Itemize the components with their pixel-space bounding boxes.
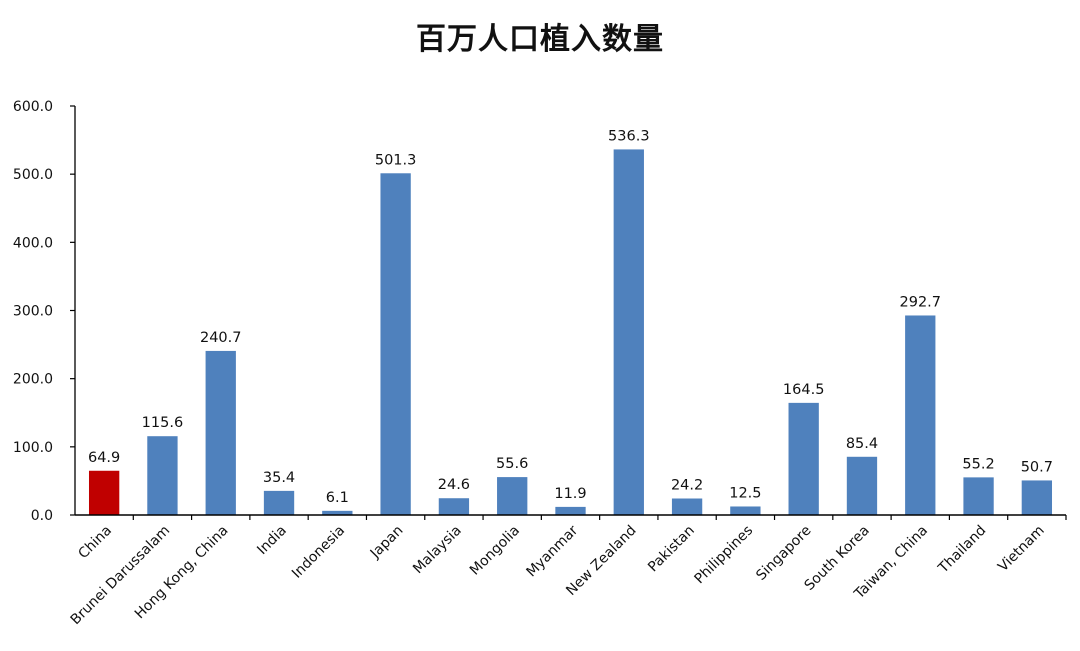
bar-value-label: 55.6 xyxy=(496,456,528,472)
bar-taiwan-china xyxy=(905,315,936,515)
x-tick-label: Myanmar xyxy=(523,522,581,580)
bar-value-label: 64.9 xyxy=(88,450,120,466)
bar-value-label: 115.6 xyxy=(142,415,184,431)
value-labels: 64.9 115.6 240.7 35.4 6.1 501.3 24.6 55.6 11.9 53… xyxy=(88,128,1053,505)
y-tick-label: 0.0 xyxy=(31,508,53,524)
bar-myanmar xyxy=(555,506,586,515)
x-tick-label: India xyxy=(254,523,290,559)
bar-japan xyxy=(380,173,411,515)
bar-value-label: 12.5 xyxy=(729,485,761,501)
bar-new-zealand xyxy=(613,149,644,515)
bar-indonesia xyxy=(322,510,353,515)
bar-hong-kong-china xyxy=(205,350,236,515)
x-tick-label: Philippines xyxy=(692,523,757,588)
bar-pakistan xyxy=(671,498,703,515)
bar-value-label: 292.7 xyxy=(900,294,942,310)
bar-value-label: 11.9 xyxy=(554,486,586,502)
bar-china xyxy=(88,470,120,515)
bar-value-label: 55.2 xyxy=(962,456,994,472)
x-tick-label: Indonesia xyxy=(289,523,348,582)
bar-value-label: 536.3 xyxy=(608,128,650,144)
chart-title: 百万人口植入数量 xyxy=(416,22,664,57)
bar-value-label: 240.7 xyxy=(200,330,242,346)
x-tick-label: Vietnam xyxy=(995,523,1048,576)
bar-value-label: 164.5 xyxy=(783,382,825,398)
y-tick-label: 200.0 xyxy=(13,372,53,388)
bar-mongolia xyxy=(497,477,528,515)
bar-philippines xyxy=(730,506,761,515)
bar-value-label: 501.3 xyxy=(375,152,417,168)
bar-vietnam xyxy=(1021,480,1053,515)
x-tick-label: Pakistan xyxy=(645,523,698,576)
bar-value-label: 85.4 xyxy=(846,436,878,452)
y-tick-label: 400.0 xyxy=(13,235,53,251)
bar-south-korea xyxy=(846,456,878,515)
bar-brunei-darussalam xyxy=(147,436,178,515)
y-tick-label: 300.0 xyxy=(13,304,53,320)
y-tick-label: 500.0 xyxy=(13,167,53,183)
x-tick-label: Brunei Darussalam xyxy=(68,523,174,629)
bar-thailand xyxy=(963,477,994,515)
bar-value-label: 6.1 xyxy=(326,490,349,506)
x-tick-label: Mongolia xyxy=(467,523,523,579)
x-tick-label: Malaysia xyxy=(410,523,465,578)
bar-value-label: 35.4 xyxy=(263,470,295,486)
bar-malaysia xyxy=(438,498,470,515)
bar-value-label: 24.2 xyxy=(671,478,703,494)
bar-value-label: 24.6 xyxy=(438,477,470,493)
y-tick-label: 100.0 xyxy=(13,440,53,456)
bar-india xyxy=(263,490,295,515)
y-tick-label: 600.0 xyxy=(13,99,53,115)
y-axis: 0.0 100.0 200.0 300.0 400.0 500.0 600.0 xyxy=(13,99,76,524)
x-tick-label: Thailand xyxy=(935,523,990,578)
x-tick-label: Singapore xyxy=(753,523,814,584)
x-tick-label: China xyxy=(75,523,115,563)
x-tick-label: Japan xyxy=(367,523,407,563)
bar-value-label: 50.7 xyxy=(1021,459,1053,475)
bars xyxy=(88,149,1053,515)
bar-singapore xyxy=(788,402,819,515)
